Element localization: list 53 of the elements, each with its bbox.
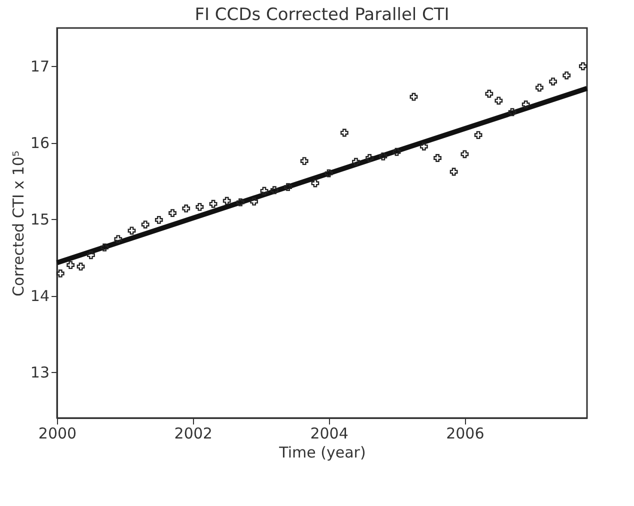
point [209,200,218,208]
point [340,128,348,137]
point [56,270,64,278]
y-tick-label: 13 [30,364,50,382]
y-tick-label: 15 [30,210,50,229]
point [270,186,278,194]
point [222,196,231,205]
point [250,198,258,206]
point [578,62,587,70]
point [154,216,163,224]
point [352,158,360,166]
point [196,202,204,211]
point [460,150,469,158]
point [66,261,75,270]
point [392,148,401,156]
y-axis-title: Corrected CTI x 10⁵ [9,150,28,296]
x-tick-label: 2006 [446,424,484,442]
point [76,262,85,271]
point [522,100,530,108]
x-tick-label: 2004 [310,424,348,442]
y-tick-label: 14 [30,287,50,306]
point [420,142,428,150]
point [141,220,150,228]
x-tick-label: 2000 [38,424,77,442]
point [100,244,109,252]
point [311,179,320,188]
chart-title: FI CCDs Corrected Parallel CTI [194,5,450,25]
point [535,84,544,92]
point [434,154,442,162]
point [260,186,268,195]
point [284,183,292,192]
point [236,198,244,206]
y-tick-label: 16 [30,134,50,152]
point [87,251,95,260]
point [485,90,494,98]
point [379,152,388,160]
x-axis-title: Time (year) [278,444,366,462]
point [450,168,458,176]
point [114,235,122,244]
point [508,108,516,116]
point [128,226,136,235]
point [324,169,333,178]
point [300,157,308,166]
point [168,209,176,218]
point [562,71,571,80]
point [182,204,190,212]
point [410,92,418,101]
point [494,96,503,105]
y-tick-label: 17 [30,58,50,76]
point [366,154,374,162]
point [549,78,557,86]
x-tick-label: 2002 [174,424,212,442]
point [474,131,482,140]
